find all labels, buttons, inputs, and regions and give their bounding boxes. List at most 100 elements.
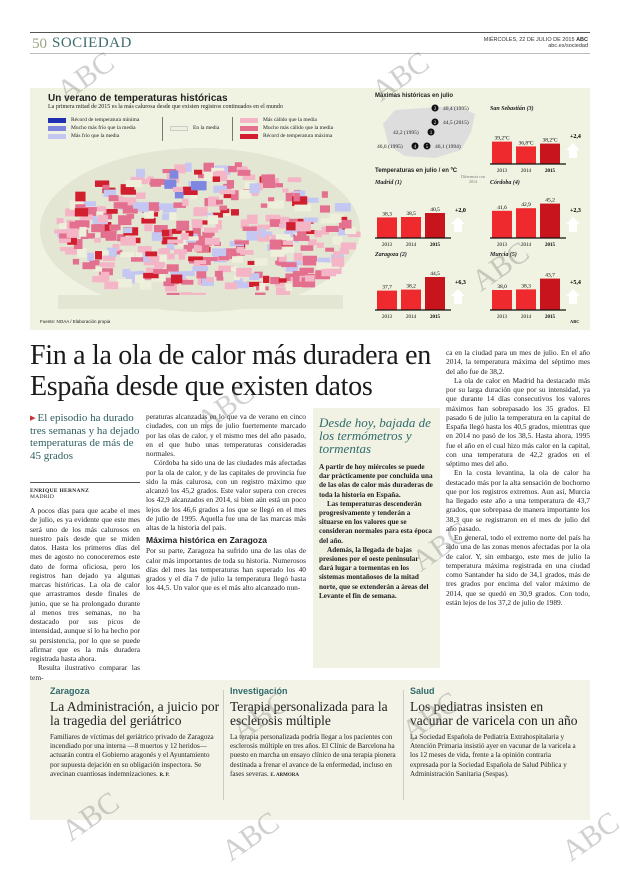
map-cell (250, 274, 258, 279)
byline: ENRIQUE HERNANZ MADRID (30, 482, 140, 500)
bar-chart: Zaragoza (2) 37,7 2013 38,2 2014 44,5 2015 +6,3 (375, 252, 475, 320)
bar-2013 (492, 210, 512, 238)
category-label: 2013 (497, 315, 508, 320)
bar-chart: Córdoba (4) 41,6 2013 42,9 2014 45,2 2015 +2,3 (490, 180, 590, 248)
map-cell (192, 266, 209, 272)
up-arrow-icon (566, 289, 580, 304)
map-cell (263, 275, 270, 284)
spain-map-title: Máximas históricas en julio (375, 93, 454, 99)
map-cell (91, 224, 105, 233)
headline: Fin a la ola de calor más duradera en Es… (30, 340, 431, 402)
map-cell (265, 231, 273, 236)
map-cell (74, 208, 89, 217)
map-cell (280, 216, 289, 224)
brand: ABC (576, 37, 588, 43)
map-cell (240, 250, 254, 255)
map-cell (240, 219, 249, 229)
page-number: 50 (32, 36, 47, 52)
map-cell (246, 281, 262, 287)
map-cell (207, 196, 220, 207)
svg-text:4: 4 (414, 145, 417, 150)
legend-cold: Récord de temperatura mínima Mucho más f… (48, 116, 139, 140)
category-label: 2015 (545, 243, 556, 248)
legend-item: Récord de temperatura máxima (240, 132, 333, 140)
map-cell (185, 230, 194, 240)
category-label: 2014 (521, 315, 532, 320)
bar-2014 (401, 289, 421, 310)
map-cell (120, 184, 135, 193)
map-cell (104, 222, 112, 232)
map-cell (94, 237, 101, 243)
article-col-2: peraturas alcanzadas en lo que va de ver… (146, 412, 306, 593)
map-cell (182, 186, 198, 195)
map-cell (87, 252, 95, 261)
map-cell (308, 239, 317, 246)
up-arrow-icon (451, 289, 465, 304)
map-cell (191, 219, 203, 229)
map-cell (293, 235, 310, 241)
map-cell (244, 181, 254, 191)
map-cell (281, 262, 297, 268)
map-cell (96, 211, 104, 217)
bar-chart: Madrid (1) 38,3 2013 38,5 2014 40,5 2015 +2,0 (375, 180, 475, 248)
map-cell (207, 215, 219, 225)
map-cell (213, 185, 228, 193)
map-cell (300, 245, 314, 251)
map-cell (183, 244, 193, 252)
map-cell (164, 179, 177, 189)
map-cell (219, 205, 228, 211)
bar-2013 (377, 290, 397, 310)
top-rule (30, 32, 590, 33)
map-cell (144, 224, 153, 232)
map-cell (203, 171, 214, 181)
map-cell (226, 180, 235, 189)
map-cell (325, 247, 335, 252)
data-label: 38,3 (521, 283, 531, 289)
location: MADRID (30, 494, 55, 500)
map-cell (292, 271, 308, 281)
category-label: 2014 (406, 315, 417, 320)
article-col-4: ca en la ciudad para un mes de julio. En… (446, 348, 590, 607)
map-cell (275, 260, 282, 265)
map-cell (340, 242, 357, 250)
map-cell (137, 246, 152, 255)
map-cell (176, 220, 190, 231)
map-cell (224, 248, 237, 255)
data-label: 38,2 (406, 284, 416, 290)
map-cell (83, 201, 97, 207)
map-cell (184, 236, 201, 241)
temps-title: Temperaturas en julio / en ºC (375, 168, 458, 174)
map-cell (269, 219, 283, 227)
map-cell (212, 212, 223, 218)
section-url[interactable]: abc.es/sociedad (548, 43, 588, 49)
map-cell (156, 255, 167, 264)
svg-text:5: 5 (426, 145, 429, 150)
legend-item: Más cálido que la media (240, 116, 333, 124)
map-cell (275, 234, 291, 241)
map-cell (292, 278, 304, 288)
map-cell (293, 252, 303, 261)
map-cell (193, 207, 208, 216)
header-date: MIÉRCOLES, 22 DE JULIO DE 2015 ABC abc.es… (484, 37, 588, 49)
map-cell (216, 199, 224, 205)
category-label: 2014 (521, 243, 532, 248)
map-cell (54, 229, 67, 234)
data-label: 38,3 (382, 211, 392, 217)
map-cell (304, 230, 316, 235)
category-label: 2015 (545, 169, 556, 174)
map-cell (83, 207, 97, 217)
diff-label: +2,4 (570, 134, 581, 140)
map-cell (150, 178, 161, 187)
map-cell (211, 248, 227, 257)
marker-label: 46,6 (1995) (377, 143, 403, 150)
map-cell (123, 197, 137, 207)
map-cell (215, 219, 222, 230)
map-cell (233, 278, 243, 283)
map-cell (237, 281, 250, 289)
date-text: MIÉRCOLES, 22 DE JULIO DE 2015 (483, 37, 575, 43)
map-cell (302, 255, 318, 266)
map-cell (320, 218, 337, 224)
map-cell (118, 215, 132, 226)
bar-2015 (425, 213, 445, 238)
svg-text:3: 3 (434, 107, 437, 112)
